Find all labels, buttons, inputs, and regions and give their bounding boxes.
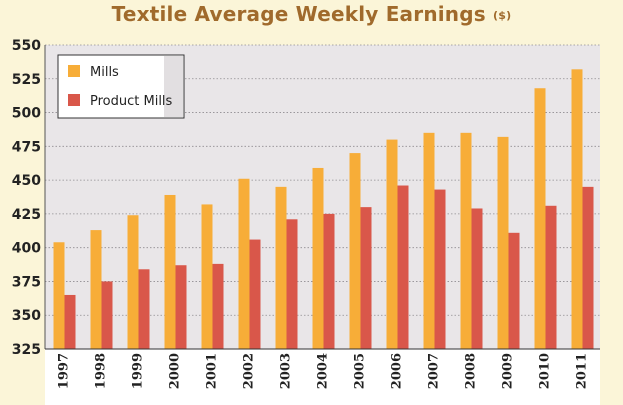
bar-mills — [127, 215, 139, 349]
bar-product-mills — [138, 269, 150, 349]
y-tick-label: 325 — [12, 342, 41, 358]
bar-product-mills — [101, 281, 113, 349]
x-tick-label: 2001 — [205, 353, 220, 389]
bar-mills — [90, 230, 102, 349]
bar-product-mills — [249, 239, 261, 349]
x-tick-label: 1999 — [131, 353, 146, 389]
bar-mills — [386, 139, 398, 349]
legend-label-product-mills: Product Mills — [90, 94, 173, 109]
bars — [53, 69, 594, 349]
legend: Mills Product Mills — [57, 54, 185, 119]
bar-product-mills — [582, 186, 594, 349]
bar-product-mills — [434, 189, 446, 349]
legend-swatch-mills — [68, 65, 80, 77]
y-tick-label: 425 — [12, 207, 41, 223]
bar-product-mills — [64, 294, 76, 349]
y-tick-label: 450 — [12, 173, 41, 189]
y-tick-label: 350 — [12, 308, 41, 324]
legend-shade — [164, 56, 183, 117]
bar-mills — [497, 136, 509, 349]
bar-product-mills — [508, 232, 520, 349]
bar-mills — [164, 194, 176, 349]
bar-product-mills — [360, 207, 372, 349]
y-tick-label: 550 — [12, 38, 41, 54]
x-axis-band — [45, 349, 600, 405]
bar-product-mills — [471, 208, 483, 349]
x-tick-label: 2010 — [538, 353, 553, 389]
y-tick-label: 400 — [12, 241, 41, 257]
bar-product-mills — [286, 219, 298, 349]
x-tick-label: 2008 — [464, 353, 479, 389]
x-tick-label: 2005 — [353, 353, 368, 389]
bar-mills — [423, 132, 435, 349]
bar-mills — [238, 178, 250, 349]
legend-swatch-product-mills — [68, 94, 80, 106]
bar-product-mills — [212, 263, 224, 349]
x-axis: 1997 1998 1999 2000 2001 2002 2003 2004 2005 2006… — [45, 348, 600, 405]
bar-mills — [275, 186, 287, 349]
x-tick-label: 1998 — [94, 353, 109, 389]
x-tick-label: 1997 — [57, 353, 72, 389]
x-tick-label: 2011 — [575, 353, 590, 389]
x-tick-label: 2002 — [242, 353, 257, 389]
y-tick-label: 475 — [12, 139, 41, 155]
x-tick-label: 2004 — [316, 353, 331, 389]
legend-label-mills: Mills — [90, 65, 119, 80]
chart-title-unit: ($) — [493, 9, 512, 22]
x-tick-label: 2000 — [168, 353, 183, 389]
bar-product-mills — [323, 213, 335, 349]
bar-product-mills — [397, 185, 409, 349]
chart-title: Textile Average Weekly Earnings ($) — [0, 2, 623, 26]
x-tick-label: 2003 — [279, 353, 294, 389]
bar-mills — [460, 132, 472, 349]
chart-title-text: Textile Average Weekly Earnings — [111, 2, 486, 26]
bar-mills — [534, 88, 546, 349]
y-tick-label: 375 — [12, 274, 41, 290]
bar-product-mills — [175, 265, 187, 349]
y-axis: 325 350 375 400 425 450 475 500 525 550 — [12, 38, 46, 358]
x-tick-label: 2006 — [390, 353, 405, 389]
y-tick-label: 525 — [12, 72, 41, 88]
x-tick-label: 2009 — [501, 353, 516, 389]
bar-mills — [312, 167, 324, 349]
bar-mills — [349, 153, 361, 349]
bar-mills — [201, 204, 213, 349]
x-tick-label: 2007 — [427, 353, 442, 389]
y-tick-label: 500 — [12, 106, 41, 122]
bar-mills — [53, 242, 65, 349]
bar-mills — [571, 69, 583, 349]
bar-product-mills — [545, 205, 557, 349]
